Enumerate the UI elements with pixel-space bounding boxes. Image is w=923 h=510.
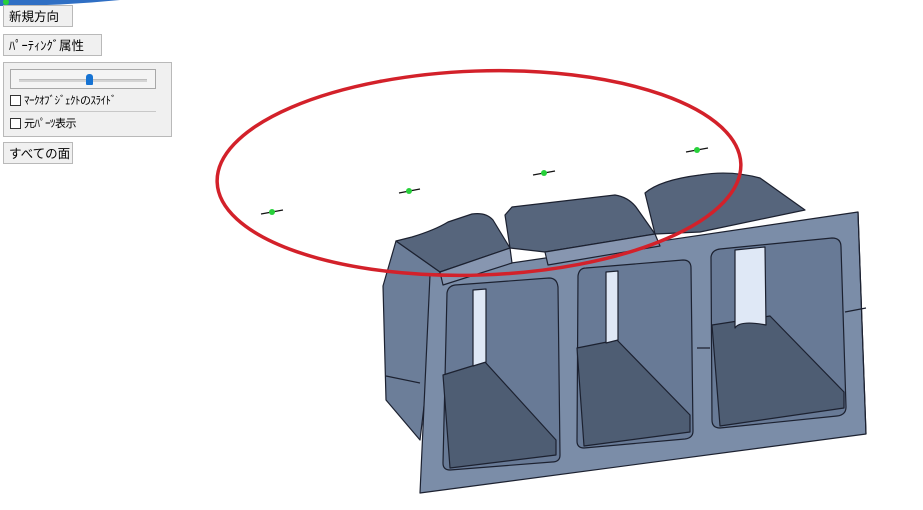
- annotation-ellipse: [215, 68, 743, 278]
- parting-attribute-button[interactable]: ﾊﾟｰﾃｨﾝｸﾞ属性: [3, 34, 102, 56]
- part-rib-front-2: [544, 233, 661, 266]
- part-right-edge: [857, 211, 867, 435]
- new-direction-button[interactable]: 新規方向: [3, 5, 73, 27]
- corner-marker: [3, 0, 9, 5]
- slider-thumb[interactable]: [86, 74, 94, 85]
- part-pocket-3-wall: [734, 246, 767, 329]
- mark-slide-option[interactable]: ﾏｰｸｵﾌﾞｼﾞｪｸﾄのｽﾗｲﾄﾞ: [10, 94, 117, 108]
- slider-track: [19, 79, 147, 82]
- mark-point[interactable]: [269, 209, 275, 215]
- part-top-rib-3: [644, 172, 806, 235]
- all-faces-button[interactable]: すべての面: [3, 142, 73, 164]
- panel-divider: [10, 111, 156, 112]
- show-original-label: 元ﾊﾟｰﾂ表示: [24, 117, 77, 130]
- slide-options-panel: ﾏｰｸｵﾌﾞｼﾞｪｸﾄのｽﾗｲﾄﾞ 元ﾊﾟｰﾂ表示: [3, 62, 172, 137]
- part-parting-edge: [385, 307, 867, 384]
- mark-points[interactable]: [260, 147, 709, 215]
- partial-object-top: [0, 0, 120, 6]
- mark-point[interactable]: [406, 188, 412, 194]
- mark-slide-label: ﾏｰｸｵﾌﾞｼﾞｪｸﾄのｽﾗｲﾄﾞ: [24, 94, 117, 107]
- show-original-checkbox[interactable]: [10, 118, 21, 129]
- molded-part[interactable]: [382, 172, 867, 494]
- part-pocket-1-wall: [472, 288, 487, 367]
- show-original-option[interactable]: 元ﾊﾟｰﾂ表示: [10, 117, 77, 131]
- part-pocket-2-wall: [605, 270, 619, 344]
- mark-slider[interactable]: [10, 69, 156, 89]
- mark-point[interactable]: [541, 170, 547, 176]
- mark-slide-checkbox[interactable]: [10, 95, 21, 106]
- mark-point[interactable]: [694, 147, 700, 153]
